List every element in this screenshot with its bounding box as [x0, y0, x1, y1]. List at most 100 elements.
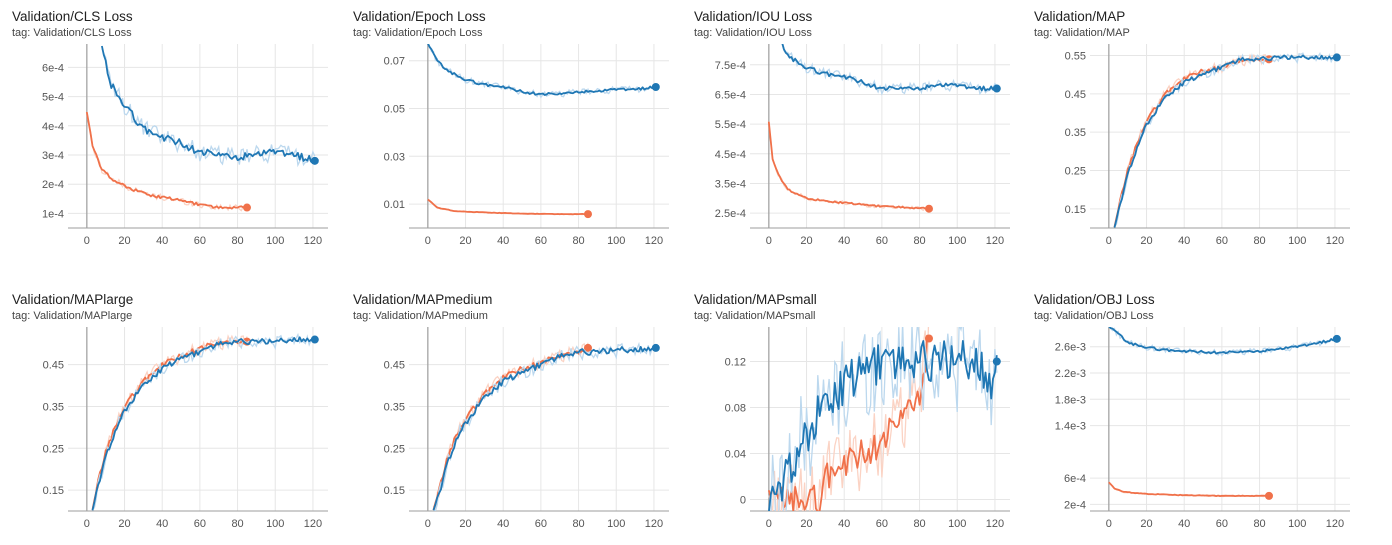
tag-value: Validation/MAPlarge — [33, 310, 133, 322]
chart-card-map-medium: Validation/MAPmedium tag: Validation/MAP… — [341, 283, 681, 545]
tag-prefix: tag: — [353, 310, 372, 322]
series-end-marker — [924, 334, 933, 343]
line-chart[interactable]: 0 20 40 60 80 100 120 0.15 0.25 0.35 0.45 0.55 — [1022, 44, 1362, 254]
series-end-marker — [1332, 334, 1341, 343]
y-tick-label: 0.35 — [1065, 127, 1086, 139]
series-group — [767, 44, 1001, 213]
series-end-marker — [651, 343, 660, 352]
y-tick-label: 3e-4 — [42, 150, 64, 162]
tag-value: Validation/MAPmedium — [374, 310, 488, 322]
x-tick-label: 40 — [497, 518, 509, 530]
chart-tag: tag: Validation/MAPmedium — [353, 310, 488, 322]
series-end-marker — [1332, 53, 1341, 62]
tag-prefix: tag: — [12, 27, 31, 39]
tag-prefix: tag: — [353, 27, 372, 39]
y-tick-label: 0.15 — [1065, 204, 1086, 216]
tag-value: Validation/Epoch Loss — [374, 27, 483, 39]
series-line — [1108, 327, 1338, 355]
y-tick-label: 0.35 — [43, 401, 64, 413]
line-chart[interactable]: 0 20 40 60 80 100 120 0.15 0.25 0.35 0.45 — [341, 327, 681, 537]
series-line — [427, 44, 657, 96]
x-tick-label: 80 — [913, 235, 925, 247]
x-tick-label: 40 — [156, 235, 168, 247]
y-tick-label: 5.5e-4 — [715, 119, 746, 131]
chart-tag: tag: Validation/MAPsmall — [694, 310, 815, 322]
series-line — [432, 345, 589, 510]
series-group — [91, 332, 319, 511]
x-tick-label: 80 — [231, 518, 243, 530]
x-tick-label: 60 — [535, 235, 547, 247]
y-tick-label: 0.07 — [384, 56, 405, 68]
series-end-marker — [583, 210, 592, 219]
tag-prefix: tag: — [12, 310, 31, 322]
line-chart[interactable]: 0 20 40 60 80 100 120 2.5e-4 3.5e-4 4.5e-4 5.5e-4 6… — [682, 44, 1022, 254]
x-tick-label: 80 — [572, 518, 584, 530]
y-tick-label: 0.55 — [1065, 51, 1086, 63]
chart-title: Validation/MAP — [1034, 9, 1126, 24]
y-tick-label: 4.5e-4 — [715, 149, 746, 161]
x-tick-label: 100 — [1288, 518, 1306, 530]
chart-title: Validation/MAPlarge — [12, 292, 134, 307]
y-tick-label: 0.15 — [384, 485, 405, 497]
series-end-marker — [992, 84, 1001, 93]
tag-value: Validation/CLS Loss — [33, 27, 132, 39]
x-tick-label: 100 — [607, 518, 625, 530]
chart-card-map-large: Validation/MAPlarge tag: Validation/MAPl… — [0, 283, 340, 545]
line-chart[interactable]: 0 20 40 60 80 100 120 0 0.04 0.08 0.12 — [682, 327, 1022, 537]
line-chart[interactable]: 0 20 40 60 80 100 120 0.01 0.03 0.05 0.07 — [341, 44, 681, 254]
series-end-marker — [924, 204, 933, 213]
series-line — [1113, 54, 1338, 228]
chart-title: Validation/Epoch Loss — [353, 9, 486, 24]
y-tick-label: 5e-4 — [42, 92, 64, 104]
x-tick-label: 20 — [800, 235, 812, 247]
x-tick-label: 60 — [1216, 235, 1228, 247]
y-tick-label: 0.08 — [725, 403, 746, 415]
chart-title: Validation/OBJ Loss — [1034, 292, 1155, 307]
chart-card-map-small: Validation/MAPsmall tag: Validation/MAPs… — [682, 283, 1022, 545]
y-tick-label: 0.01 — [384, 199, 405, 211]
line-chart[interactable]: 0 20 40 60 80 100 120 1e-4 2e-4 3e-4 4e-4 5e-4 6e-4 — [0, 44, 340, 254]
y-tick-label: 2.5e-4 — [715, 208, 746, 220]
x-tick-label: 0 — [1106, 518, 1112, 530]
series-line — [85, 111, 248, 210]
series-raw-line — [432, 342, 589, 511]
x-tick-label: 0 — [84, 235, 90, 247]
series-line — [427, 198, 589, 216]
y-tick-label: 6.5e-4 — [715, 89, 746, 101]
series-end-marker — [1264, 491, 1273, 500]
y-tick-label: 2.6e-3 — [1055, 342, 1086, 354]
series-group — [1113, 52, 1341, 228]
chart-card-iou-loss: Validation/IOU Loss tag: Validation/IOU … — [682, 0, 1022, 262]
series-line — [767, 121, 930, 211]
series-end-marker — [310, 335, 319, 344]
chart-card-map: Validation/MAP tag: Validation/MAP 0 20 40… — [1022, 0, 1362, 262]
line-chart[interactable]: 0 20 40 60 80 100 120 0.15 0.25 0.35 0.45 — [0, 327, 340, 537]
x-tick-label: 100 — [266, 518, 284, 530]
y-tick-label: 1e-4 — [42, 208, 64, 220]
x-tick-label: 20 — [1140, 235, 1152, 247]
y-tick-label: 0.35 — [384, 401, 405, 413]
y-tick-label: 0.15 — [43, 485, 64, 497]
y-tick-label: 0.25 — [43, 443, 64, 455]
x-tick-label: 40 — [838, 235, 850, 247]
chart-tag: tag: Validation/Epoch Loss — [353, 27, 482, 39]
line-chart[interactable]: 0 20 40 60 80 100 120 2e-4 6e-4 1.4e-3 1.8e-3 2.2e-… — [1022, 327, 1362, 537]
series-group — [432, 341, 660, 511]
y-tick-label: 2.2e-3 — [1055, 368, 1086, 380]
y-tick-label: 2e-4 — [42, 179, 64, 191]
x-tick-label: 0 — [425, 235, 431, 247]
x-tick-label: 60 — [535, 518, 547, 530]
x-tick-label: 80 — [572, 235, 584, 247]
tag-prefix: tag: — [1034, 310, 1053, 322]
x-tick-label: 120 — [1326, 518, 1344, 530]
x-tick-label: 100 — [948, 518, 966, 530]
x-tick-label: 80 — [913, 518, 925, 530]
series-group — [767, 327, 1001, 511]
x-tick-label: 60 — [876, 518, 888, 530]
x-tick-label: 120 — [645, 235, 663, 247]
x-tick-label: 40 — [497, 235, 509, 247]
y-tick-label: 0.25 — [384, 443, 405, 455]
series-end-marker — [992, 357, 1001, 366]
series-raw-line — [86, 111, 248, 212]
tag-value: Validation/OBJ Loss — [1055, 310, 1154, 322]
